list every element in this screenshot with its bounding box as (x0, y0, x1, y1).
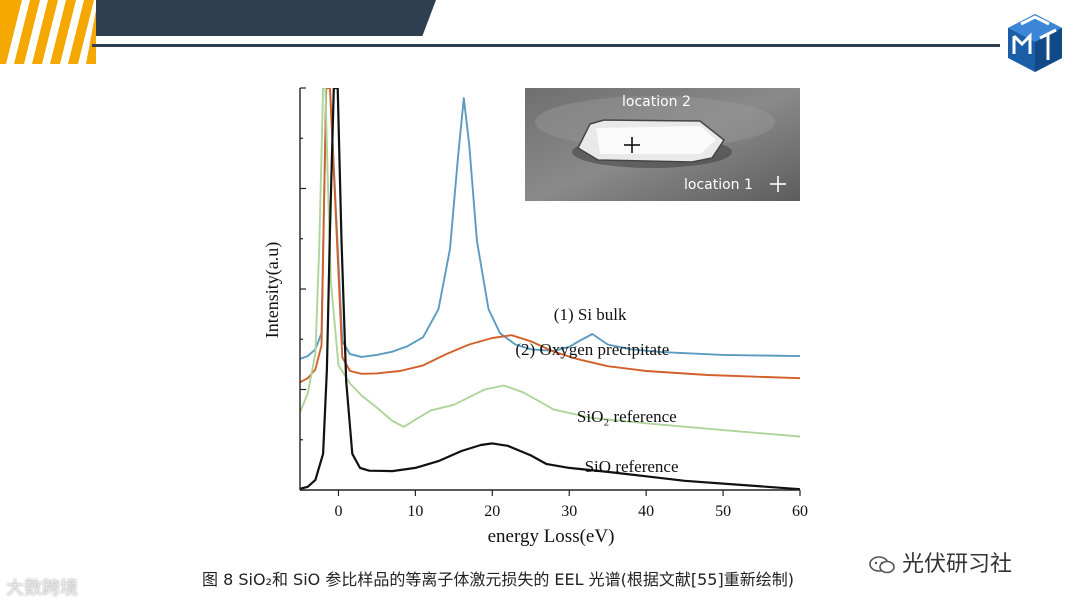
x-axis-label: energy Loss(eV) (488, 526, 615, 547)
series-label-1: (1) Si bulk (554, 305, 627, 324)
crosshair-location-1-icon (770, 176, 786, 192)
tem-inset-image: location 2 location 1 (525, 88, 800, 201)
x-tick-label: 30 (561, 503, 577, 520)
x-tick-label: 60 (792, 503, 808, 520)
series-line-3 (300, 88, 800, 438)
series-label-4: SiO reference (585, 457, 679, 476)
crosshair-location-2-icon (624, 137, 640, 153)
x-tick-label: 50 (715, 503, 731, 520)
x-tick-label: 0 (334, 503, 342, 520)
company-cube-logo-icon (1008, 14, 1062, 72)
header-rule (92, 44, 1000, 47)
inset-label-location-1: location 1 (684, 177, 753, 193)
watermark-right: 光伏研习社 (868, 546, 1012, 578)
series-line-2 (300, 88, 800, 384)
watermark-left: 大数跨境 (6, 578, 78, 599)
series-label-3: SiO₂ reference (577, 407, 677, 426)
figure-caption: 图 8 SiO₂和 SiO 参比样品的等离子体激元损失的 EEL 光谱(根据文献… (202, 570, 794, 589)
x-tick-label: 20 (484, 503, 500, 520)
series-line-4 (300, 88, 800, 490)
watermark-right-text: 光伏研习社 (902, 552, 1013, 577)
y-axis-label: Intensity(a.u) (262, 242, 283, 338)
x-tick-label: 10 (407, 503, 423, 520)
inset-label-location-2: location 2 (622, 94, 691, 110)
x-tick-label: 40 (638, 503, 654, 520)
series-label-2: (2) Oxygen precipitate (515, 340, 669, 359)
header-band (96, 0, 436, 36)
wechat-icon (869, 556, 895, 574)
header-stripes-decoration (0, 0, 96, 64)
